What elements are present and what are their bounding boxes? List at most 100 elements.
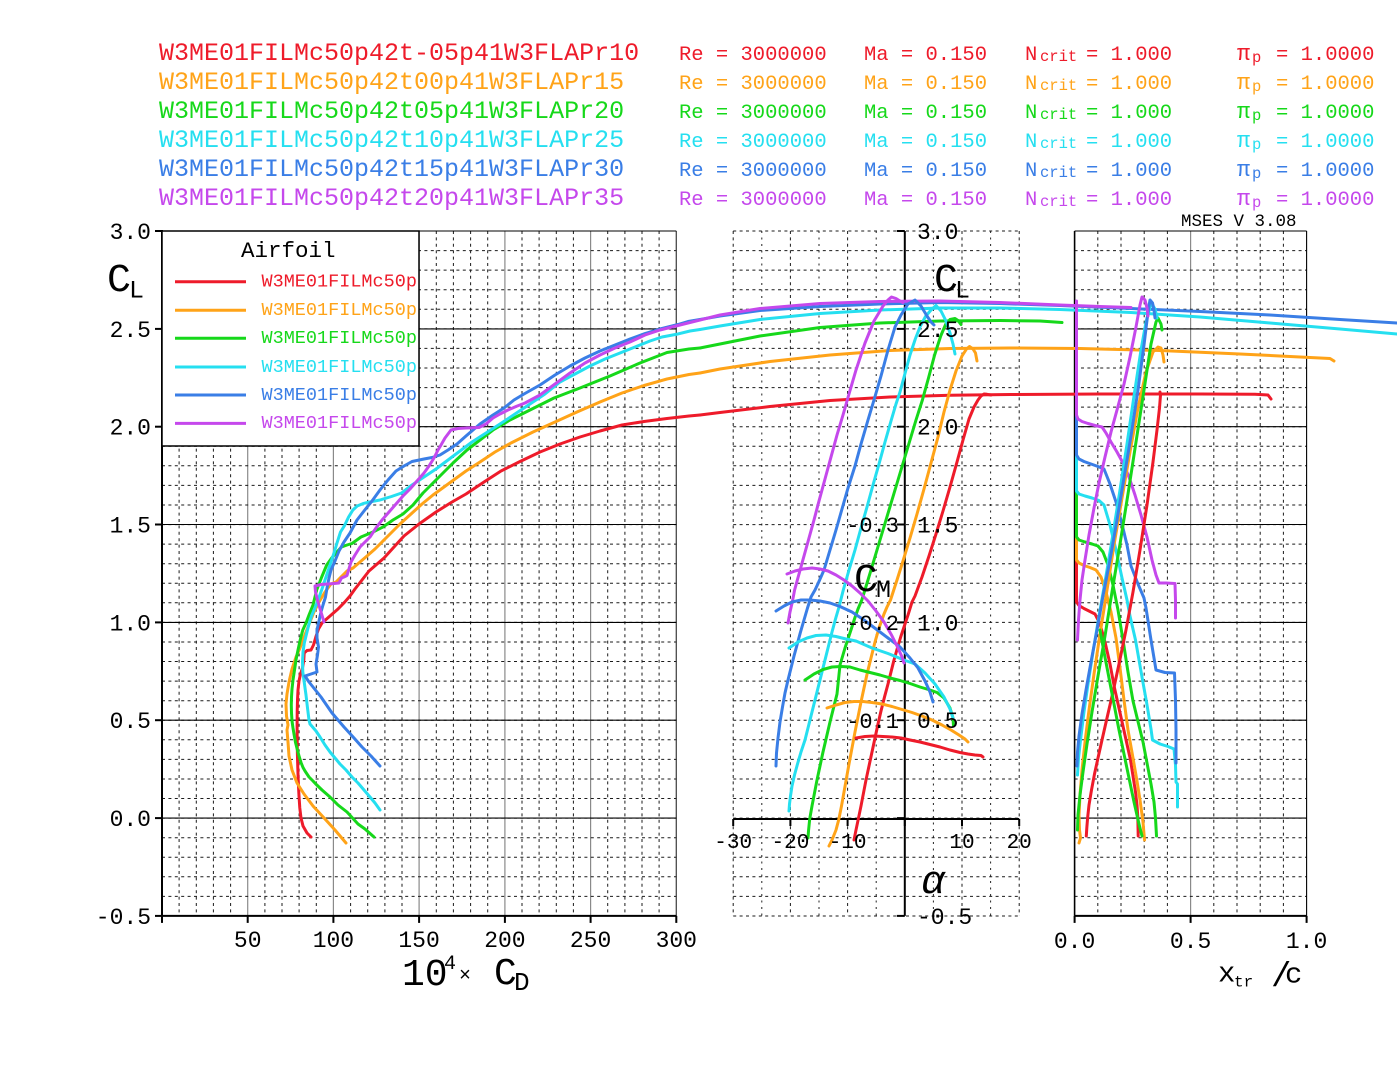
svg-text:c: c	[1285, 959, 1302, 992]
svg-text:-30: -30	[714, 832, 752, 855]
svg-text:= 1.0000: = 1.0000	[1276, 73, 1374, 96]
svg-text:Ma = 0.150: Ma = 0.150	[864, 131, 987, 154]
svg-text:2.5: 2.5	[110, 318, 151, 344]
svg-text:W3ME01FILMc50p: W3ME01FILMc50p	[262, 413, 417, 434]
svg-text:1.0: 1.0	[917, 611, 958, 637]
svg-text:Ma = 0.150: Ma = 0.150	[864, 44, 987, 67]
svg-text:π: π	[1237, 42, 1250, 67]
svg-text:Re = 3000000: Re = 3000000	[679, 131, 827, 154]
svg-text:π: π	[1237, 129, 1250, 154]
svg-text:crit: crit	[1040, 164, 1077, 182]
svg-text:Re = 3000000: Re = 3000000	[679, 189, 827, 212]
svg-text:= 1.000: = 1.000	[1086, 44, 1172, 67]
svg-text:W3ME01FILMc50p42t00p41W3FLAPr1: W3ME01FILMc50p42t00p41W3FLAPr15	[159, 68, 624, 97]
svg-text:C: C	[854, 559, 878, 604]
svg-text:L: L	[129, 277, 144, 306]
svg-text:-0.5: -0.5	[917, 905, 972, 931]
svg-text:-10: -10	[829, 832, 867, 855]
svg-text:0.0: 0.0	[1054, 929, 1095, 955]
svg-text:4: 4	[444, 953, 456, 976]
svg-text:N: N	[1025, 131, 1037, 154]
svg-text:-0.5: -0.5	[96, 905, 151, 931]
svg-text:p: p	[1252, 165, 1261, 183]
svg-text:3.0: 3.0	[917, 220, 958, 246]
svg-text:0.5: 0.5	[1170, 929, 1211, 955]
svg-text:p: p	[1252, 107, 1261, 125]
svg-text:crit: crit	[1040, 48, 1077, 66]
svg-text:MSES V 3.08: MSES V 3.08	[1181, 212, 1297, 232]
svg-text:-0.2: -0.2	[846, 612, 899, 637]
svg-text:W3ME01FILMc50p42t-05p41W3FLAPr: W3ME01FILMc50p42t-05p41W3FLAPr10	[159, 39, 639, 68]
svg-text:W3ME01FILMc50p42t15p41W3FLAPr3: W3ME01FILMc50p42t15p41W3FLAPr30	[159, 155, 624, 184]
svg-text:L: L	[955, 277, 970, 306]
svg-text:π: π	[1237, 158, 1250, 183]
svg-text:100: 100	[313, 928, 354, 954]
svg-text:W3ME01FILMc50p42t05p41W3FLAPr2: W3ME01FILMc50p42t05p41W3FLAPr20	[159, 97, 624, 126]
svg-text:-20: -20	[771, 832, 809, 855]
svg-text:= 1.0000: = 1.0000	[1276, 131, 1374, 154]
svg-text:x: x	[1218, 958, 1235, 991]
svg-text:C: C	[934, 259, 958, 304]
svg-text:0.5: 0.5	[110, 709, 151, 735]
svg-text:Re = 3000000: Re = 3000000	[679, 160, 827, 183]
svg-text:W3ME01FILMc50p: W3ME01FILMc50p	[262, 385, 417, 406]
svg-text:W3ME01FILMc50p42t10p41W3FLAPr2: W3ME01FILMc50p42t10p41W3FLAPr25	[159, 126, 624, 155]
svg-text:crit: crit	[1040, 106, 1077, 124]
svg-text:π: π	[1237, 100, 1250, 125]
svg-text:-0.1: -0.1	[846, 710, 899, 735]
svg-text:0.5: 0.5	[917, 709, 958, 735]
svg-text:/: /	[1271, 959, 1291, 997]
svg-text:= 1.0000: = 1.0000	[1276, 160, 1374, 183]
svg-text:C: C	[494, 953, 517, 996]
svg-text:10: 10	[402, 954, 448, 997]
svg-text:= 1.000: = 1.000	[1086, 73, 1172, 96]
svg-text:Ma = 0.150: Ma = 0.150	[864, 102, 987, 125]
svg-text:p: p	[1252, 194, 1261, 212]
svg-text:150: 150	[398, 928, 439, 954]
svg-text:10: 10	[949, 832, 974, 855]
svg-text:Ma = 0.150: Ma = 0.150	[864, 189, 987, 212]
svg-text:250: 250	[570, 928, 611, 954]
svg-text:p: p	[1252, 136, 1261, 154]
svg-text:tr: tr	[1234, 974, 1253, 992]
svg-text:crit: crit	[1040, 77, 1077, 95]
svg-text:N: N	[1025, 44, 1037, 67]
svg-text:N: N	[1025, 160, 1037, 183]
svg-text:p: p	[1252, 78, 1261, 96]
svg-text:D: D	[514, 968, 530, 998]
svg-text:= 1.0000: = 1.0000	[1276, 102, 1374, 125]
svg-text:1.5: 1.5	[110, 514, 151, 540]
svg-text:α: α	[921, 861, 946, 906]
svg-text:200: 200	[484, 928, 525, 954]
svg-text:300: 300	[656, 928, 697, 954]
svg-text:1.0: 1.0	[1286, 929, 1327, 955]
svg-text:Ma = 0.150: Ma = 0.150	[864, 73, 987, 96]
svg-text:M: M	[876, 576, 891, 605]
svg-text:W3ME01FILMc50p: W3ME01FILMc50p	[262, 357, 417, 378]
svg-text:p: p	[1252, 49, 1261, 67]
svg-text:π: π	[1237, 71, 1250, 96]
svg-text:2.0: 2.0	[110, 416, 151, 442]
svg-text:π: π	[1237, 187, 1250, 212]
svg-text:W3ME01FILMc50p: W3ME01FILMc50p	[262, 272, 417, 293]
svg-text:Airfoil: Airfoil	[241, 238, 336, 264]
svg-text:N: N	[1025, 102, 1037, 125]
svg-text:W3ME01FILMc50p: W3ME01FILMc50p	[262, 300, 417, 321]
svg-text:×: ×	[459, 965, 471, 988]
svg-text:C: C	[107, 259, 131, 304]
svg-text:3.0: 3.0	[110, 220, 151, 246]
svg-text:2.0: 2.0	[917, 416, 958, 442]
svg-text:= 1.000: = 1.000	[1086, 131, 1172, 154]
svg-text:1.5: 1.5	[917, 514, 958, 540]
svg-text:0.0: 0.0	[110, 807, 151, 833]
svg-text:1.0: 1.0	[110, 611, 151, 637]
svg-text:= 1.0000: = 1.0000	[1276, 44, 1374, 67]
svg-text:= 1.000: = 1.000	[1086, 102, 1172, 125]
svg-text:-0.3: -0.3	[846, 514, 899, 539]
svg-text:Ma = 0.150: Ma = 0.150	[864, 160, 987, 183]
svg-text:2.5: 2.5	[917, 318, 958, 344]
svg-text:W3ME01FILMc50p42t20p41W3FLAPr3: W3ME01FILMc50p42t20p41W3FLAPr35	[159, 184, 624, 213]
svg-text:N: N	[1025, 189, 1037, 212]
svg-text:Re = 3000000: Re = 3000000	[679, 73, 827, 96]
svg-text:20: 20	[1007, 832, 1032, 855]
